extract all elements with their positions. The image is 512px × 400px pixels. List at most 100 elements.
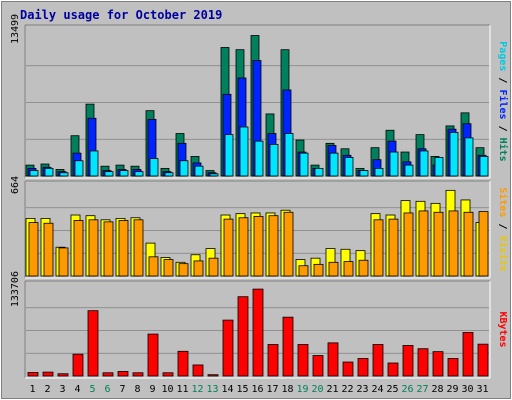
x-tick-label-day-8: 8 — [134, 384, 140, 395]
bar-pages-day-7 — [119, 170, 129, 177]
x-tick-label-day-20: 20 — [311, 384, 323, 395]
x-tick-label-day-4: 4 — [74, 384, 80, 395]
bar-kbytes-day-27 — [417, 348, 429, 377]
bar-kbytes-day-26 — [402, 345, 414, 377]
bar-sites-day-6 — [103, 221, 114, 277]
bar-kbytes-day-22 — [342, 361, 354, 377]
x-tick-label-day-26: 26 — [401, 384, 413, 395]
bar-pages-day-27 — [419, 150, 429, 177]
bar-kbytes-day-5 — [87, 310, 99, 377]
x-tick-label-day-18: 18 — [281, 384, 293, 395]
x-tick-label-day-11: 11 — [176, 384, 188, 395]
bar-sites-day-15 — [238, 217, 249, 277]
bar-pages-day-18 — [284, 133, 294, 177]
bar-sites-day-30 — [463, 211, 474, 277]
x-tick-label-day-13: 13 — [206, 384, 218, 395]
panel-kbytes: 133706 KBytes — [10, 271, 508, 379]
bar-sites-day-7 — [118, 220, 129, 277]
bar-sites-day-10 — [163, 259, 174, 277]
bar-pages-day-30 — [464, 137, 474, 177]
bar-kbytes-day-14 — [222, 319, 234, 377]
x-tick-label-day-27: 27 — [416, 384, 428, 395]
panel-hits-files-pages: 13499 Pages / Files / Hits — [10, 14, 509, 179]
bar-kbytes-day-30 — [462, 332, 474, 377]
bar-pages-day-1 — [29, 170, 39, 177]
bar-kbytes-day-1 — [27, 372, 39, 377]
bar-sites-day-20 — [313, 263, 324, 277]
bar-sites-day-28 — [433, 211, 444, 277]
bar-sites-day-2 — [43, 222, 54, 277]
bar-kbytes-day-31 — [477, 343, 489, 377]
legend-kbytes: KBytes — [497, 311, 508, 347]
bar-kbytes-day-18 — [282, 316, 294, 377]
bar-pages-day-15 — [239, 126, 249, 177]
bar-pages-day-14 — [224, 134, 234, 177]
bar-kbytes-day-25 — [387, 362, 399, 377]
panel-visits-sites: 664 Sites / Visits — [10, 176, 509, 279]
bar-sites-day-9 — [148, 256, 159, 277]
bar-sites-day-23 — [358, 259, 369, 277]
x-tick-label-day-3: 3 — [59, 384, 65, 395]
bar-kbytes-day-7 — [117, 371, 129, 377]
bar-kbytes-day-4 — [72, 353, 84, 377]
legend-entry-pages: Pages — [497, 41, 508, 71]
bar-pages-day-23 — [359, 170, 369, 177]
x-tick-label-day-19: 19 — [296, 384, 308, 395]
x-tick-label-day-7: 7 — [119, 384, 125, 395]
bar-sites-day-12 — [193, 260, 204, 277]
x-tick-label-day-21: 21 — [326, 384, 338, 395]
bar-sites-day-19 — [298, 265, 309, 277]
bar-sites-day-25 — [388, 218, 399, 277]
bar-sites-day-16 — [253, 215, 264, 277]
bar-pages-day-25 — [389, 151, 399, 177]
bar-pages-day-17 — [269, 144, 279, 177]
bar-sites-day-1 — [28, 222, 39, 277]
bar-sites-day-5 — [88, 219, 99, 277]
y-max-label: 664 — [10, 176, 21, 194]
legend-entry-kbytes: KBytes — [497, 311, 508, 347]
bar-kbytes-day-23 — [357, 358, 369, 377]
bar-pages-day-12 — [194, 165, 204, 177]
bar-pages-day-16 — [254, 140, 264, 177]
bar-kbytes-day-24 — [372, 344, 384, 377]
y-max-label: 13499 — [10, 14, 21, 44]
x-tick-label-day-23: 23 — [356, 384, 368, 395]
x-tick-label-day-24: 24 — [371, 384, 383, 395]
bar-kbytes-day-19 — [297, 344, 309, 377]
x-tick-label-day-17: 17 — [266, 384, 278, 395]
bar-kbytes-day-28 — [432, 351, 444, 377]
x-tick-label-day-14: 14 — [221, 384, 233, 395]
bar-pages-day-19 — [299, 152, 309, 177]
bar-kbytes-day-9 — [147, 333, 159, 377]
bar-kbytes-day-16 — [252, 288, 264, 377]
bar-pages-day-13 — [209, 173, 219, 177]
legend-hits-files-pages: Pages / Files / Hits — [497, 41, 509, 161]
bar-pages-day-11 — [179, 160, 189, 177]
x-tick-label-day-12: 12 — [191, 384, 203, 395]
legend-separator: / — [497, 217, 508, 235]
bar-pages-day-6 — [104, 171, 114, 177]
bar-kbytes-day-17 — [267, 344, 279, 377]
x-tick-label-day-6: 6 — [104, 384, 110, 395]
bar-kbytes-day-10 — [162, 372, 174, 377]
bar-sites-day-29 — [448, 210, 459, 277]
bar-kbytes-day-8 — [132, 372, 144, 377]
bar-sites-day-3 — [58, 247, 69, 277]
bar-kbytes-day-21 — [327, 342, 339, 377]
x-tick-label-day-31: 31 — [476, 384, 488, 395]
bar-pages-day-8 — [134, 171, 144, 177]
legend-separator: / — [497, 120, 508, 138]
x-tick-label-day-2: 2 — [44, 384, 50, 395]
bar-sites-day-8 — [133, 219, 144, 277]
bar-kbytes-day-11 — [177, 350, 189, 377]
bar-pages-day-9 — [149, 158, 159, 177]
bar-kbytes-day-15 — [237, 296, 249, 377]
bar-kbytes-day-3 — [57, 373, 69, 377]
bar-pages-day-20 — [314, 167, 324, 177]
chart-title: Daily usage for October 2019 — [20, 8, 222, 22]
bar-pages-day-4 — [74, 160, 84, 177]
bar-sites-day-22 — [343, 261, 354, 277]
x-tick-label-day-10: 10 — [161, 384, 173, 395]
